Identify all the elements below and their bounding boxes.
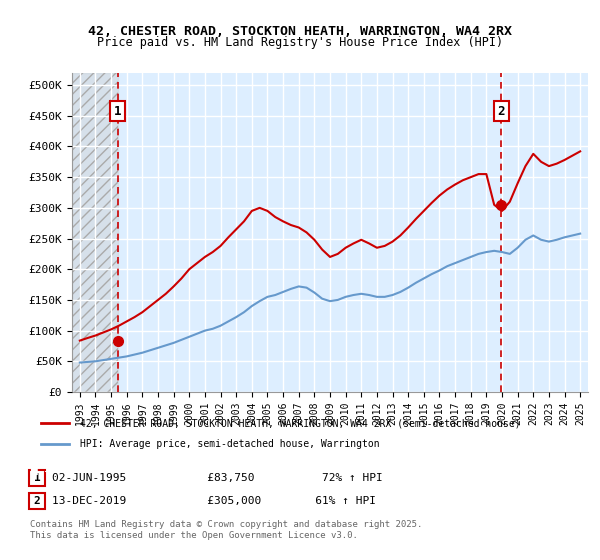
- Text: Contains HM Land Registry data © Crown copyright and database right 2025.
This d: Contains HM Land Registry data © Crown c…: [30, 520, 422, 540]
- Text: █ 1    02-JUN-1995: █ 1 02-JUN-1995: [30, 462, 151, 475]
- FancyBboxPatch shape: [29, 470, 45, 486]
- Text: 2: 2: [497, 105, 505, 118]
- Text: 42, CHESTER ROAD, STOCKTON HEATH, WARRINGTON, WA4 2RX (semi-detached house): 42, CHESTER ROAD, STOCKTON HEATH, WARRIN…: [80, 418, 520, 428]
- FancyBboxPatch shape: [29, 493, 45, 509]
- Text: 1: 1: [114, 105, 121, 118]
- Text: Price paid vs. HM Land Registry's House Price Index (HPI): Price paid vs. HM Land Registry's House …: [97, 36, 503, 49]
- Text: 1: 1: [34, 473, 40, 483]
- Bar: [72, 73, 118, 392]
- Text: 2: 2: [34, 496, 40, 506]
- Text: 42, CHESTER ROAD, STOCKTON HEATH, WARRINGTON, WA4 2RX: 42, CHESTER ROAD, STOCKTON HEATH, WARRIN…: [88, 25, 512, 38]
- Text: HPI: Average price, semi-detached house, Warrington: HPI: Average price, semi-detached house,…: [80, 438, 379, 449]
- Text: 13-DEC-2019            £305,000        61% ↑ HPI: 13-DEC-2019 £305,000 61% ↑ HPI: [52, 496, 376, 506]
- Text: 02-JUN-1995            £83,750          72% ↑ HPI: 02-JUN-1995 £83,750 72% ↑ HPI: [52, 473, 383, 483]
- Bar: [72, 73, 118, 392]
